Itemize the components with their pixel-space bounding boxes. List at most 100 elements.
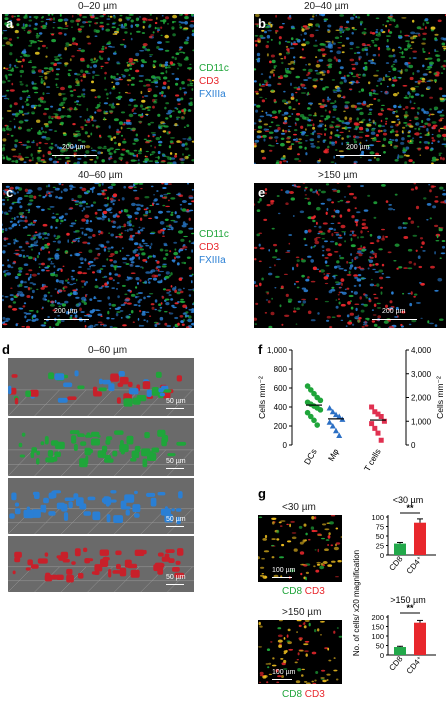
cell-blob <box>397 105 402 109</box>
cell-blob <box>36 255 40 259</box>
cell-blob <box>58 146 63 150</box>
cell-blob <box>104 88 108 91</box>
cell-blob <box>27 277 30 281</box>
cell-blob <box>439 257 442 259</box>
cell-blob <box>76 161 80 164</box>
cell-blob <box>359 111 364 116</box>
cell-blob <box>150 132 156 134</box>
cell-blob <box>312 191 316 194</box>
cell-blob <box>149 245 152 249</box>
cell-blob <box>313 565 316 568</box>
cell-blob <box>416 26 422 30</box>
cell-blob <box>183 126 186 128</box>
cell-blob <box>281 99 287 103</box>
cell-blob <box>412 72 415 76</box>
cell-blob <box>327 647 330 651</box>
cell-surface <box>167 453 176 457</box>
cell-blob <box>265 111 268 114</box>
cell-blob <box>26 96 31 98</box>
cell-blob <box>137 114 143 117</box>
y-tick-label: 100 <box>371 513 384 522</box>
cell-blob <box>150 242 153 246</box>
cell-blob <box>2 154 4 157</box>
cell-blob <box>76 103 79 106</box>
cell-blob <box>19 81 23 83</box>
render-d3-cells <box>8 490 194 534</box>
cell-blob <box>55 218 59 223</box>
cell-blob <box>398 121 401 125</box>
cell-blob <box>346 148 351 150</box>
cell-blob <box>181 261 187 264</box>
cell-blob <box>81 218 86 222</box>
cell-blob <box>2 228 5 231</box>
grid-line <box>87 389 113 416</box>
cell-blob <box>189 104 193 106</box>
cell-blob <box>168 274 171 277</box>
cell-blob <box>326 673 331 676</box>
category-label: CD4⁺ <box>405 555 425 576</box>
cell-blob <box>105 28 110 32</box>
cell-blob <box>9 63 12 67</box>
cell-blob <box>78 104 82 106</box>
cell-surface <box>106 436 113 441</box>
cell-blob <box>342 95 346 99</box>
cell-blob <box>45 18 52 20</box>
cell-blob <box>94 111 97 114</box>
cell-blob <box>373 136 377 140</box>
cell-blob <box>344 116 348 120</box>
cell-blob <box>108 272 112 276</box>
cell-blob <box>97 313 103 316</box>
cell-blob <box>141 108 147 110</box>
cell-blob <box>419 126 425 128</box>
cell-blob <box>49 326 52 328</box>
cell-blob <box>60 101 66 104</box>
cell-blob <box>327 58 333 63</box>
cell-blob <box>307 255 312 258</box>
cell-blob <box>33 106 36 110</box>
dc-point <box>304 383 311 389</box>
cell-blob <box>296 620 302 622</box>
cell-surface <box>115 550 122 556</box>
cell-blob <box>158 48 164 51</box>
cell-blob <box>40 17 44 19</box>
cell-blob <box>18 245 23 249</box>
cell-blob <box>322 523 327 526</box>
cell-surface <box>52 490 61 494</box>
cell-blob <box>270 54 275 58</box>
cell-blob <box>431 142 434 145</box>
cell-blob <box>335 149 338 151</box>
cell-blob <box>382 76 385 81</box>
cell-blob <box>402 149 408 152</box>
cell-blob <box>107 296 110 300</box>
cell-blob <box>14 15 16 18</box>
cell-blob <box>335 576 339 578</box>
cell-blob <box>184 314 190 318</box>
cell-blob <box>104 61 109 64</box>
cell-blob <box>422 64 425 68</box>
cell-blob <box>325 115 331 119</box>
cell-blob <box>146 295 151 298</box>
cell-blob <box>274 136 279 139</box>
cell-blob <box>181 143 185 147</box>
cell-blob <box>381 228 385 231</box>
cell-blob <box>2 129 6 132</box>
cell-blob <box>256 104 261 108</box>
cell-blob <box>343 269 348 272</box>
cell-blob <box>110 318 115 320</box>
cell-surface <box>108 383 115 392</box>
cell-blob <box>441 109 444 112</box>
cell-blob <box>77 147 82 150</box>
cell-surface <box>86 432 91 436</box>
cell-blob <box>38 266 41 268</box>
cell-blob <box>261 110 264 113</box>
cell-blob <box>79 227 85 229</box>
cell-blob <box>426 118 431 121</box>
cell-blob <box>167 109 173 114</box>
cell-blob <box>106 240 110 244</box>
cell-blob <box>116 311 121 313</box>
cell-blob <box>364 294 368 297</box>
cell-blob <box>415 132 420 136</box>
cell-blob <box>184 147 189 151</box>
cell-blob <box>135 217 138 220</box>
cell-blob <box>362 66 365 70</box>
